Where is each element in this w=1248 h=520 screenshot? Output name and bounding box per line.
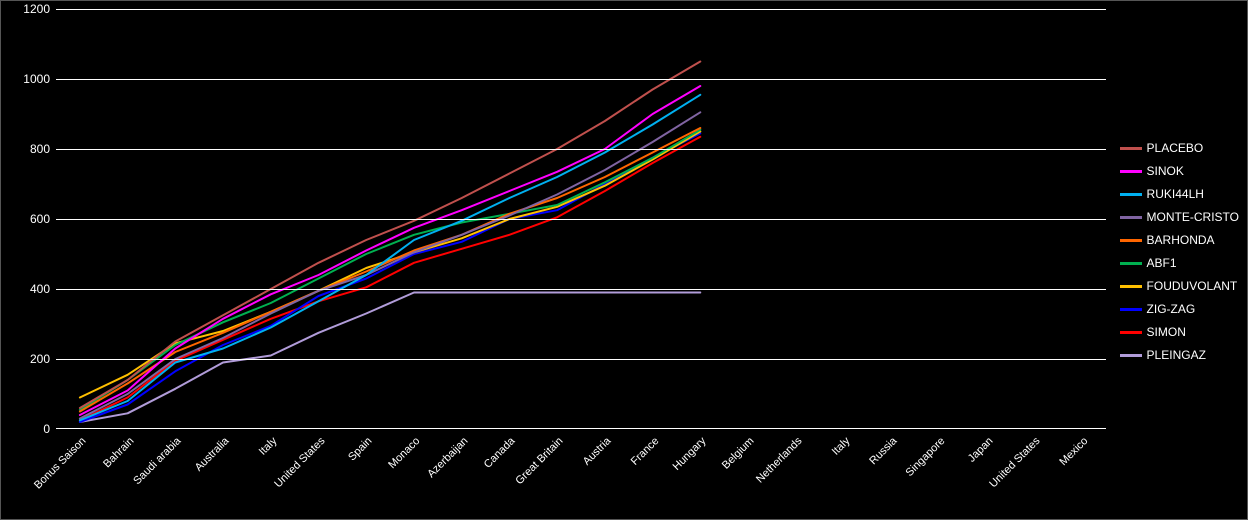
y-tick-label: 0 (43, 422, 50, 436)
legend-label: ABF1 (1147, 256, 1177, 270)
x-tick-label: Australia (193, 435, 232, 474)
y-tick-label: 1000 (23, 72, 50, 86)
x-tick-label: Mexico (1057, 435, 1090, 468)
legend-swatch (1120, 262, 1142, 265)
legend-item: ABF1 (1120, 256, 1239, 270)
legend-swatch (1120, 308, 1142, 311)
x-tick-label: Spain (346, 435, 374, 463)
series-line (80, 130, 700, 410)
x-tick-label: Belgium (720, 435, 757, 472)
gridline (56, 79, 1106, 80)
legend-swatch (1120, 331, 1142, 334)
legend-label: FOUDUVOLANT (1147, 279, 1238, 293)
y-tick-label: 1200 (23, 2, 50, 16)
line-chart: 0 200 400 600 800 1000 1200 Bonus Saison Bahrain… (0, 0, 1248, 520)
legend-item: PLACEBO (1120, 141, 1239, 155)
gridline (56, 359, 1106, 360)
legend-item: FOUDUVOLANT (1120, 279, 1239, 293)
x-tick-label: Bonus Saison (32, 435, 88, 491)
gridline (56, 219, 1106, 220)
x-tick-label: United States (272, 435, 327, 490)
x-tick-label: Singapore (903, 435, 947, 479)
legend-swatch (1120, 170, 1142, 173)
x-tick-label: France (628, 435, 661, 468)
legend: PLACEBO SINOK RUKI44LH MONTE-CRISTO BARHONDA… (1120, 141, 1239, 362)
x-tick-label: Hungary (671, 435, 709, 473)
series-line (80, 293, 700, 423)
legend-item: SINOK (1120, 164, 1239, 178)
legend-label: PLEINGAZ (1147, 348, 1206, 362)
gridline (56, 9, 1106, 10)
x-tick-label: Austria (581, 435, 614, 468)
series-line (80, 128, 700, 412)
legend-swatch (1120, 239, 1142, 242)
x-tick-label: Great Britain (513, 435, 565, 487)
x-tick-label: Russia (867, 435, 899, 467)
legend-item: PLEINGAZ (1120, 348, 1239, 362)
plot-area: 020040060080010001200Bonus SaisonBahrain… (56, 9, 1106, 429)
legend-label: ZIG-ZAG (1147, 302, 1196, 316)
legend-swatch (1120, 285, 1142, 288)
gridline (56, 289, 1106, 290)
x-tick-label: Italy (256, 435, 279, 458)
x-tick-label: United States (988, 435, 1043, 490)
x-tick-label: Netherlands (754, 435, 804, 485)
y-tick-label: 600 (30, 212, 50, 226)
y-tick-label: 400 (30, 282, 50, 296)
x-tick-label: Canada (482, 435, 518, 471)
legend-label: BARHONDA (1147, 233, 1215, 247)
legend-swatch (1120, 147, 1142, 150)
legend-label: RUKI44LH (1147, 187, 1204, 201)
x-axis-baseline (56, 428, 1106, 429)
legend-label: MONTE-CRISTO (1147, 210, 1239, 224)
legend-label: PLACEBO (1147, 141, 1204, 155)
series-line (80, 95, 700, 421)
legend-item: ZIG-ZAG (1120, 302, 1239, 316)
series-line (80, 62, 700, 409)
x-tick-label: Azerbaijan (425, 435, 470, 480)
legend-item: RUKI44LH (1120, 187, 1239, 201)
x-tick-label: Italy (829, 435, 852, 458)
legend-item: SIMON (1120, 325, 1239, 339)
x-tick-label: Monaco (386, 435, 422, 471)
legend-item: MONTE-CRISTO (1120, 210, 1239, 224)
legend-swatch (1120, 193, 1142, 196)
x-tick-label: Saudi arabia (132, 435, 184, 487)
legend-label: SINOK (1147, 164, 1184, 178)
legend-label: SIMON (1147, 325, 1186, 339)
legend-item: BARHONDA (1120, 233, 1239, 247)
gridline (56, 149, 1106, 150)
x-tick-label: Bahrain (101, 435, 136, 470)
y-tick-label: 800 (30, 142, 50, 156)
y-tick-label: 200 (30, 352, 50, 366)
legend-swatch (1120, 354, 1142, 357)
legend-swatch (1120, 216, 1142, 219)
series-line (80, 137, 700, 421)
x-tick-label: Japan (965, 435, 995, 465)
